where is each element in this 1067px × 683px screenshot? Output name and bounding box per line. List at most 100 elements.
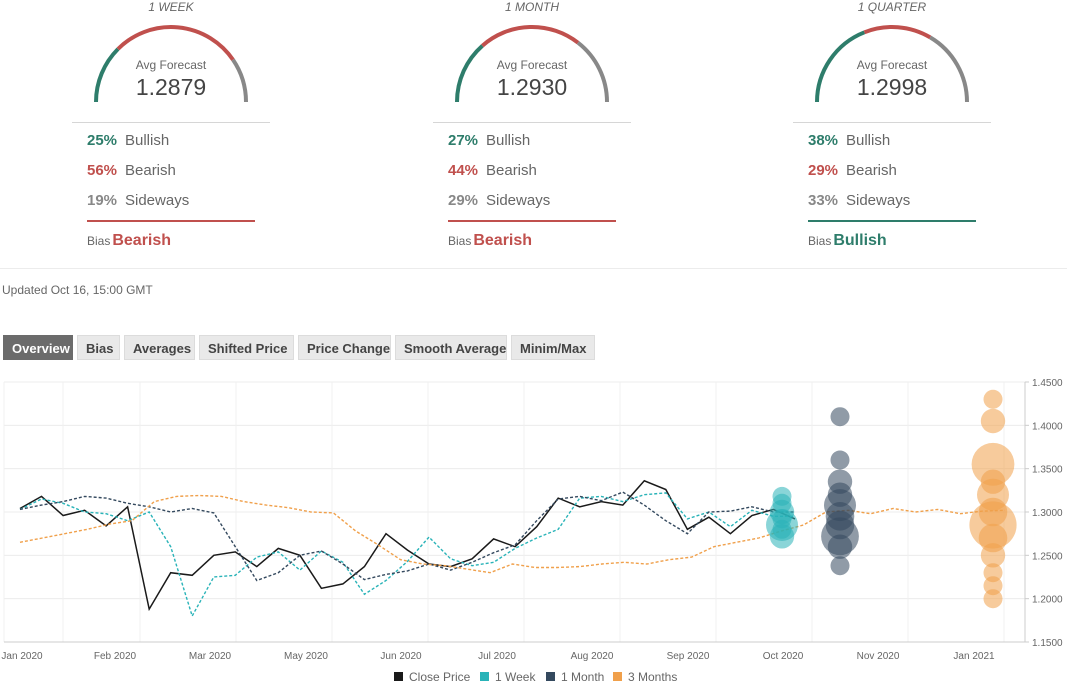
panel-separator	[72, 122, 270, 123]
bullish-row: 25% Bullish	[87, 132, 169, 149]
sideways-row: 33% Sideways	[808, 192, 910, 209]
x-tick-label: Sep 2020	[667, 651, 710, 662]
y-tick-label: 1.1500	[1032, 638, 1063, 649]
bearish-row: 29% Bearish	[808, 162, 897, 179]
y-tick-label: 1.4000	[1032, 421, 1063, 432]
bearish-percent: 56%	[87, 162, 118, 179]
x-tick-label: May 2020	[284, 651, 328, 662]
avg-forecast-value: 1.2930	[496, 74, 568, 100]
x-tick-label: Mar 2020	[189, 651, 232, 662]
sideways-label: Sideways	[846, 192, 911, 209]
avg-forecast-label: Avg Forecast	[856, 58, 928, 72]
bearish-row: 44% Bearish	[448, 162, 537, 179]
avg-forecast-label: Avg Forecast	[135, 58, 207, 72]
x-tick-label: Jan 2021	[953, 651, 995, 662]
bearish-row: 56% Bearish	[87, 162, 176, 179]
sideways-row: 19% Sideways	[87, 192, 189, 209]
y-tick-label: 1.4500	[1032, 378, 1063, 389]
forecast-bubble-quarter	[978, 523, 1008, 553]
legend-swatch-month	[546, 672, 555, 681]
bias-label: Bias	[448, 234, 472, 248]
sideways-label: Sideways	[486, 192, 551, 209]
bias-label: Bias	[808, 234, 832, 248]
forecast-bubble-week	[769, 524, 795, 549]
tab-overview[interactable]: Overview	[3, 335, 73, 360]
y-tick-label: 1.3000	[1032, 508, 1063, 519]
x-tick-label: Jul 2020	[478, 651, 516, 662]
horizon-label: 1 QUARTER	[857, 0, 927, 14]
bias-value: Bearish	[473, 232, 533, 249]
forecast-bubble-month	[830, 450, 850, 470]
gauge-icon	[815, 25, 970, 103]
avg-forecast-label: Avg Forecast	[496, 58, 568, 72]
x-tick-label: Aug 2020	[571, 651, 614, 662]
panel-separator	[433, 122, 631, 123]
bearish-label: Bearish	[846, 162, 897, 179]
bias-line	[448, 220, 616, 222]
bias-value: Bearish	[112, 232, 172, 249]
bullish-row: 27% Bullish	[448, 132, 530, 149]
x-tick-label: Jan 2020	[1, 651, 43, 662]
x-tick-label: Oct 2020	[763, 651, 804, 662]
tab-price-change[interactable]: Price Change	[298, 335, 391, 360]
tab-minim-max[interactable]: Minim/Max	[511, 335, 595, 360]
y-tick-label: 1.3500	[1032, 465, 1063, 476]
series-line-quarter	[19, 494, 1006, 574]
bias-label: Bias	[87, 234, 111, 248]
horizon-label: 1 WEEK	[148, 0, 194, 14]
bullish-label: Bullish	[486, 132, 531, 149]
legend-label-quarter[interactable]: 3 Months	[628, 670, 677, 683]
forecast-bubble-quarter	[983, 389, 1003, 409]
sideways-row: 29% Sideways	[448, 192, 550, 209]
bullish-label: Bullish	[846, 132, 891, 149]
legend-swatch-close	[394, 672, 403, 681]
x-tick-label: Nov 2020	[857, 651, 900, 662]
bias-value: Bullish	[833, 232, 887, 249]
forecast-bubble-month	[830, 407, 850, 427]
bearish-label: Bearish	[125, 162, 176, 179]
tab-shifted-price[interactable]: Shifted Price	[199, 335, 294, 360]
tab-smooth-average[interactable]: Smooth Average	[395, 335, 507, 360]
gauge-icon	[454, 24, 610, 103]
forecast-bubble-quarter	[971, 442, 1015, 486]
sideways-percent: 19%	[87, 192, 118, 209]
series-line-close	[19, 479, 796, 612]
legend-swatch-week	[480, 672, 489, 681]
legend-label-close[interactable]: Close Price	[409, 670, 471, 683]
bearish-percent: 44%	[448, 162, 479, 179]
forecast-bubble-quarter	[980, 408, 1006, 434]
bearish-label: Bearish	[486, 162, 537, 179]
forecast-bubble-quarter	[983, 576, 1003, 596]
sideways-percent: 29%	[448, 192, 479, 209]
horizon-label: 1 MONTH	[505, 0, 559, 14]
avg-forecast-value: 1.2879	[135, 74, 207, 100]
forecast-chart: 1.4500 1.4000 1.3500 1.3000 1.2500 1.2000 1.15…	[1, 378, 1063, 683]
tab-bias[interactable]: Bias	[77, 335, 120, 360]
bullish-label: Bullish	[125, 132, 170, 149]
bias-indicator: Bias Bullish	[808, 232, 887, 250]
legend-label-week[interactable]: 1 Week	[495, 670, 536, 683]
bullish-percent: 25%	[87, 132, 118, 149]
sideways-label: Sideways	[125, 192, 190, 209]
legend-label-month[interactable]: 1 Month	[561, 670, 604, 683]
legend-swatch-quarter	[613, 672, 622, 681]
bias-line	[808, 220, 976, 222]
forecast-bubble-month	[827, 534, 853, 559]
bullish-percent: 38%	[808, 132, 839, 149]
updated-timestamp: Updated Oct 16, 15:00 GMT	[2, 283, 153, 297]
tab-averages[interactable]: Averages	[124, 335, 195, 360]
x-tick-label: Jun 2020	[380, 651, 422, 662]
bullish-row: 38% Bullish	[808, 132, 890, 149]
panel-separator	[793, 122, 991, 123]
x-tick-label: Feb 2020	[94, 651, 137, 662]
forecast-bubble-quarter	[980, 543, 1006, 568]
y-tick-label: 1.2000	[1032, 595, 1063, 606]
bearish-percent: 29%	[808, 162, 839, 179]
divider	[0, 268, 1067, 269]
forecast-bubble-month	[830, 556, 850, 576]
series-line-week	[19, 492, 795, 618]
gauge-icon	[94, 25, 248, 103]
forecast-bubble-quarter	[983, 563, 1003, 583]
avg-forecast-value: 1.2998	[856, 74, 928, 100]
bias-line	[87, 220, 255, 222]
